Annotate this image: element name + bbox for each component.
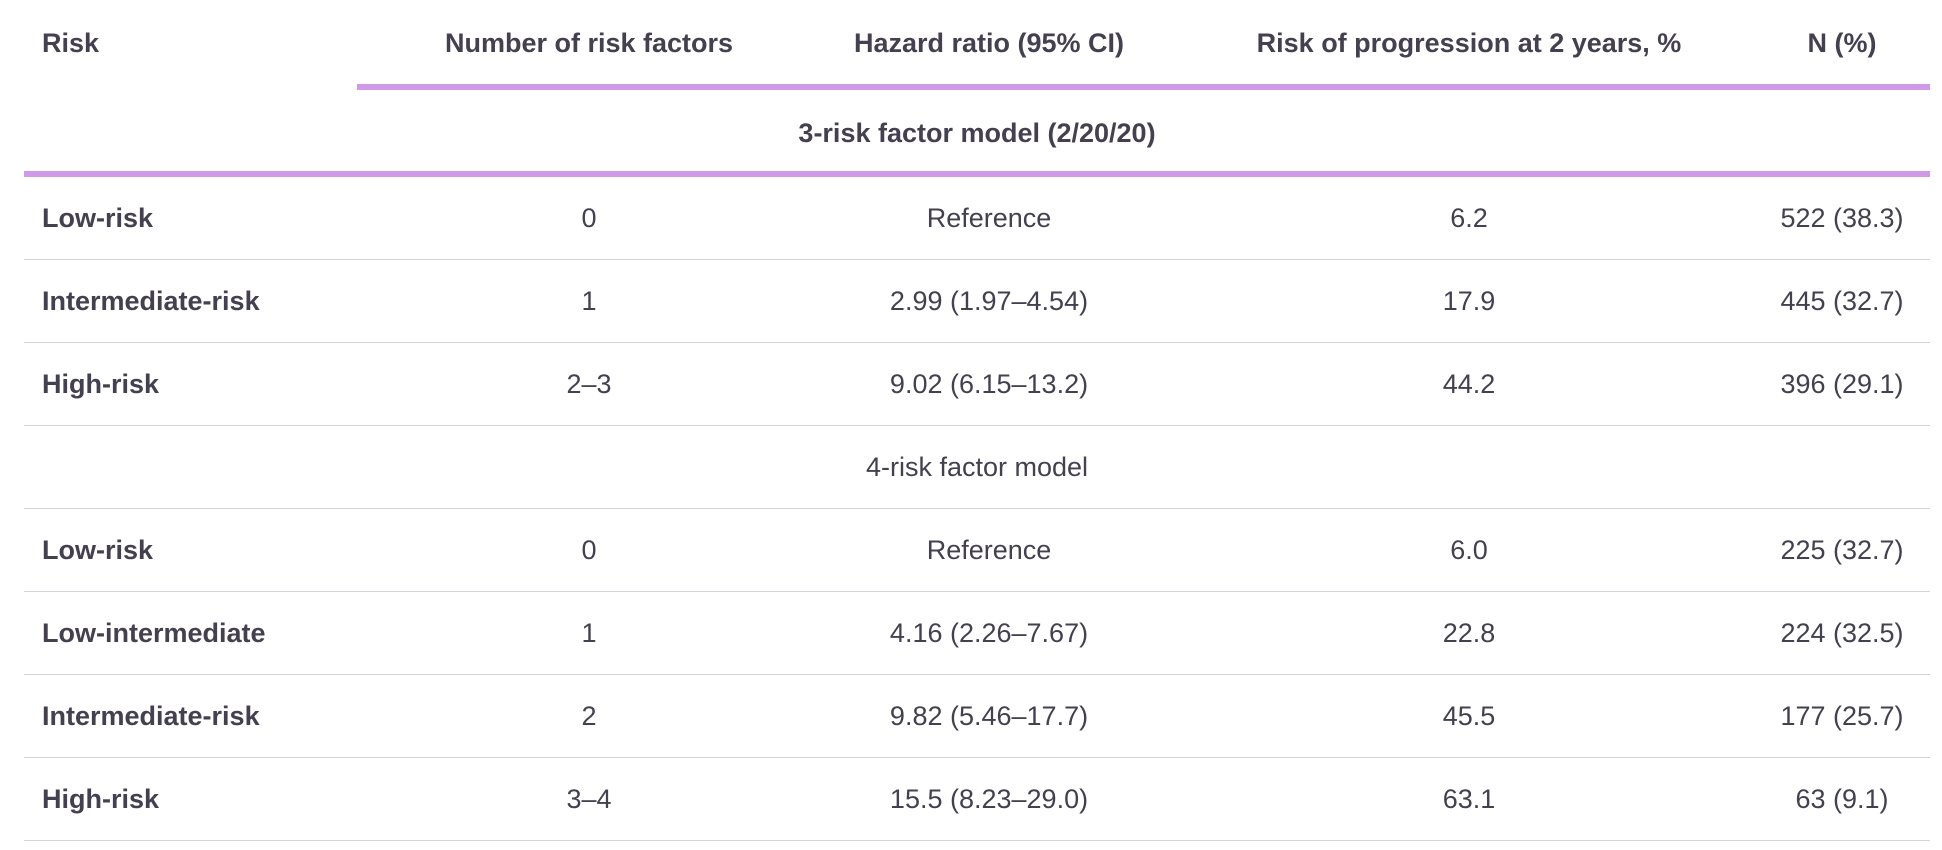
- cell-num-factors: 2–3: [566, 368, 612, 399]
- cell-risk: Intermediate-risk: [42, 700, 260, 731]
- cell-n: 63 (9.1): [1795, 783, 1889, 814]
- header-accent-rule: [357, 84, 1930, 90]
- table-row: Intermediate-risk 2 9.82 (5.46–17.7) 45.…: [24, 675, 1930, 758]
- cell-n: 445 (32.7): [1780, 285, 1904, 316]
- cell-n: 224 (32.5): [1780, 617, 1904, 648]
- cell-risk: Low-risk: [42, 202, 154, 233]
- cell-n: 522 (38.3): [1780, 202, 1904, 233]
- table-row: High-risk 2–3 9.02 (6.15–13.2) 44.2 396 …: [24, 343, 1930, 426]
- cell-risk: High-risk: [42, 783, 160, 814]
- header-n-percent: N (%): [1807, 27, 1877, 58]
- cell-num-factors: 0: [581, 534, 597, 565]
- cell-num-factors: 3–4: [566, 783, 612, 814]
- table-row: Low-risk 0 Reference 6.0 225 (32.7): [24, 509, 1930, 592]
- cell-hazard: 4.16 (2.26–7.67): [889, 617, 1089, 648]
- cell-risk: Low-risk: [42, 534, 154, 565]
- section-header-4-risk-model: 4-risk factor model: [24, 426, 1930, 509]
- header-risk: Risk: [42, 27, 100, 58]
- section-accent-rule: [24, 171, 1930, 177]
- table-row: Intermediate-risk 1 2.99 (1.97–4.54) 17.…: [24, 260, 1930, 343]
- section-title: 4-risk factor model: [865, 451, 1089, 482]
- cell-progression: 6.2: [1450, 202, 1488, 233]
- cell-hazard: 9.02 (6.15–13.2): [889, 368, 1089, 399]
- cell-risk: High-risk: [42, 368, 160, 399]
- cell-hazard: 9.82 (5.46–17.7): [889, 700, 1089, 731]
- cell-progression: 6.0: [1450, 534, 1488, 565]
- cell-hazard: 15.5 (8.23–29.0): [889, 783, 1089, 814]
- cell-num-factors: 1: [581, 617, 597, 648]
- table-row: Low-intermediate 1 4.16 (2.26–7.67) 22.8…: [24, 592, 1930, 675]
- risk-model-table: Risk Number of risk factors Hazard ratio…: [24, 0, 1930, 841]
- cell-hazard: 2.99 (1.97–4.54): [889, 285, 1089, 316]
- table-row: Low-risk 0 Reference 6.2 522 (38.3): [24, 177, 1930, 260]
- cell-progression: 44.2: [1442, 368, 1496, 399]
- header-hazard-ratio: Hazard ratio (95% CI): [853, 27, 1125, 58]
- section-header-3-risk-model: 3-risk factor model (2/20/20): [24, 90, 1930, 177]
- cell-num-factors: 1: [581, 285, 597, 316]
- section-title: 3-risk factor model (2/20/20): [798, 118, 1156, 148]
- cell-progression: 63.1: [1442, 783, 1496, 814]
- cell-risk: Low-intermediate: [42, 617, 266, 648]
- cell-risk: Intermediate-risk: [42, 285, 260, 316]
- cell-progression: 22.8: [1442, 617, 1496, 648]
- cell-hazard: Reference: [926, 534, 1052, 565]
- cell-progression: 45.5: [1442, 700, 1496, 731]
- cell-num-factors: 2: [581, 700, 597, 731]
- cell-n: 396 (29.1): [1780, 368, 1904, 399]
- cell-n: 177 (25.7): [1780, 700, 1904, 731]
- cell-progression: 17.9: [1442, 285, 1496, 316]
- table-row: High-risk 3–4 15.5 (8.23–29.0) 63.1 63 (…: [24, 758, 1930, 841]
- cell-num-factors: 0: [581, 202, 597, 233]
- cell-n: 225 (32.7): [1780, 534, 1904, 565]
- header-number-of-risk-factors: Number of risk factors: [444, 27, 734, 58]
- cell-hazard: Reference: [926, 202, 1052, 233]
- table-header-row: Risk Number of risk factors Hazard ratio…: [24, 0, 1930, 90]
- header-risk-of-progression: Risk of progression at 2 years, %: [1256, 27, 1682, 58]
